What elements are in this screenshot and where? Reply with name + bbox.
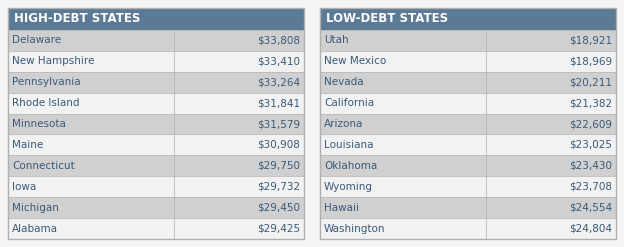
Text: LOW-DEBT STATES: LOW-DEBT STATES — [326, 13, 448, 25]
Text: Michigan: Michigan — [12, 203, 59, 213]
Text: $20,211: $20,211 — [569, 77, 612, 87]
Text: $24,554: $24,554 — [569, 203, 612, 213]
Text: $30,908: $30,908 — [257, 140, 300, 150]
Bar — [320, 51, 616, 72]
Text: Nevada: Nevada — [324, 77, 364, 87]
Text: HIGH-DEBT STATES: HIGH-DEBT STATES — [14, 13, 140, 25]
Bar — [8, 114, 304, 135]
Bar — [320, 8, 616, 239]
Text: $18,969: $18,969 — [569, 56, 612, 66]
Bar — [320, 8, 616, 30]
Bar — [320, 155, 616, 176]
Bar — [320, 114, 616, 135]
Bar — [320, 218, 616, 239]
Bar — [8, 218, 304, 239]
Text: Wyoming: Wyoming — [324, 182, 373, 192]
Text: $23,708: $23,708 — [569, 182, 612, 192]
Text: California: California — [324, 98, 374, 108]
Text: Pennsylvania: Pennsylvania — [12, 77, 80, 87]
Text: Delaware: Delaware — [12, 36, 61, 45]
Bar — [8, 8, 304, 30]
Bar — [8, 93, 304, 114]
Text: Maine: Maine — [12, 140, 43, 150]
Bar — [320, 176, 616, 197]
Text: Iowa: Iowa — [12, 182, 36, 192]
Text: Hawaii: Hawaii — [324, 203, 359, 213]
Text: $29,732: $29,732 — [257, 182, 300, 192]
Text: Arizona: Arizona — [324, 119, 363, 129]
Text: Alabama: Alabama — [12, 224, 58, 234]
Bar — [8, 30, 304, 51]
Bar — [8, 8, 304, 239]
Bar — [8, 51, 304, 72]
Text: Washington: Washington — [324, 224, 386, 234]
Text: Utah: Utah — [324, 36, 349, 45]
Bar — [320, 72, 616, 93]
Bar — [8, 135, 304, 155]
Bar — [320, 93, 616, 114]
Bar — [8, 176, 304, 197]
Text: $33,808: $33,808 — [257, 36, 300, 45]
Text: Louisiana: Louisiana — [324, 140, 374, 150]
Bar — [8, 197, 304, 218]
Text: $33,264: $33,264 — [257, 77, 300, 87]
Text: Rhode Island: Rhode Island — [12, 98, 79, 108]
Text: New Hampshire: New Hampshire — [12, 56, 94, 66]
Text: Minnesota: Minnesota — [12, 119, 66, 129]
Text: $31,579: $31,579 — [257, 119, 300, 129]
Text: $21,382: $21,382 — [569, 98, 612, 108]
Bar — [320, 197, 616, 218]
Bar — [320, 135, 616, 155]
Text: $23,025: $23,025 — [569, 140, 612, 150]
Bar — [320, 30, 616, 51]
Text: $24,804: $24,804 — [569, 224, 612, 234]
Text: $33,410: $33,410 — [257, 56, 300, 66]
Text: New Mexico: New Mexico — [324, 56, 386, 66]
Bar — [8, 155, 304, 176]
Text: $29,425: $29,425 — [257, 224, 300, 234]
Text: $31,841: $31,841 — [257, 98, 300, 108]
Text: Connecticut: Connecticut — [12, 161, 75, 171]
Text: $18,921: $18,921 — [569, 36, 612, 45]
Text: Oklahoma: Oklahoma — [324, 161, 378, 171]
Bar — [8, 72, 304, 93]
Text: $29,750: $29,750 — [257, 161, 300, 171]
Text: $23,430: $23,430 — [569, 161, 612, 171]
Text: $22,609: $22,609 — [569, 119, 612, 129]
Text: $29,450: $29,450 — [257, 203, 300, 213]
